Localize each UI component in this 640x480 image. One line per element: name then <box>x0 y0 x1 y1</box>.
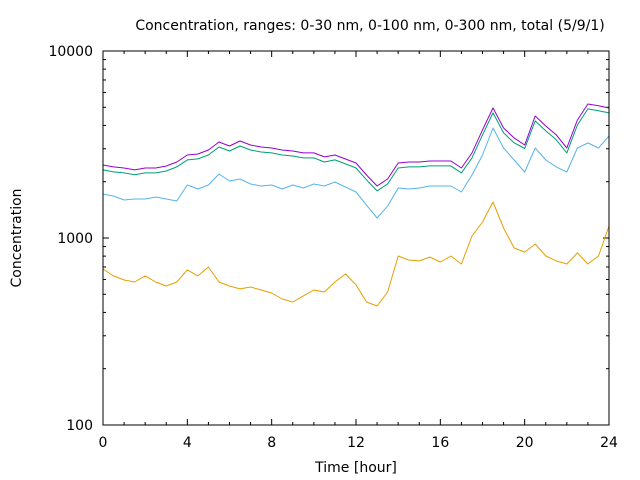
series-line-0-300-nm <box>102 108 610 192</box>
x-tick-label: 12 <box>347 435 365 451</box>
series-layer <box>102 103 610 307</box>
x-tick-label: 4 <box>183 435 192 451</box>
x-axis-label: Time [hour] <box>314 460 397 476</box>
y-tick-label: 1000 <box>57 231 93 247</box>
x-tick-label: 16 <box>431 435 449 451</box>
axes: 0 4 8 12 16 20 24 100 1000 10000 <box>48 44 618 451</box>
chart-title: Concentration, ranges: 0-30 nm, 0-100 nm… <box>135 18 604 34</box>
x-tick-label: 0 <box>99 435 108 451</box>
x-tick-label: 20 <box>516 435 534 451</box>
series-line-0-100-nm <box>102 127 610 219</box>
x-tick-label: 8 <box>267 435 276 451</box>
y-tick-label: 10000 <box>48 44 93 60</box>
x-tick-label: 24 <box>600 435 618 451</box>
series-line-0-30-nm <box>102 201 610 307</box>
series-line-total <box>102 103 610 187</box>
y-tick-label: 100 <box>66 418 93 434</box>
plot-frame <box>102 50 610 426</box>
y-axis-label: Concentration <box>9 188 25 287</box>
